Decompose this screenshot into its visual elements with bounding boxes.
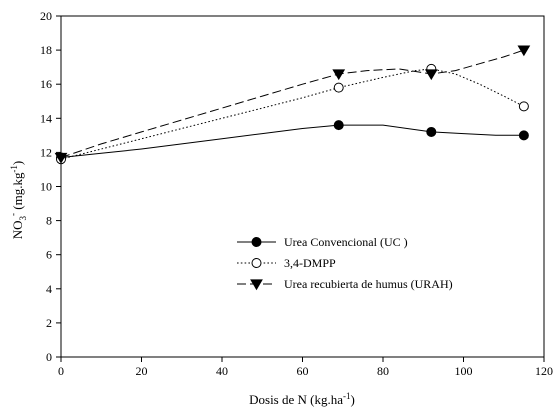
y-tick-label: 6 xyxy=(46,248,52,262)
data-point-series-3 xyxy=(54,152,68,164)
data-point-series-2 xyxy=(518,101,529,112)
y-tick-label: 4 xyxy=(46,282,52,296)
legend-marker-1 xyxy=(251,237,262,247)
x-tick-label: 80 xyxy=(377,364,389,378)
data-point-series-1 xyxy=(518,130,529,141)
x-tick-label: 120 xyxy=(535,364,553,378)
y-tick-label: 8 xyxy=(46,214,52,228)
series-line-2 xyxy=(60,68,525,160)
data-point-series-3 xyxy=(424,69,438,81)
y-tick-label: 20 xyxy=(40,9,52,23)
data-point-series-1 xyxy=(426,126,437,137)
axes: 0 20 40 60 80 100 120 0 2 4 6 8 10 12 14 16 18 20 xyxy=(40,9,553,378)
x-tick-label: 100 xyxy=(455,364,473,378)
y-tick-label: 2 xyxy=(46,316,52,330)
data-point-series-3 xyxy=(332,69,346,81)
y-tick-label: 16 xyxy=(40,77,52,91)
y-tick-label: 0 xyxy=(46,350,52,364)
data-point-series-3 xyxy=(517,45,531,57)
x-tick-label: 20 xyxy=(136,364,148,378)
legend-label-1: Urea Convencional (UC ) xyxy=(284,235,408,249)
data-point-series-1 xyxy=(333,120,344,131)
series-layer xyxy=(54,45,531,165)
x-tick-label: 60 xyxy=(297,364,309,378)
y-tick-label: 10 xyxy=(40,180,52,194)
series-line-1 xyxy=(60,124,524,158)
series-line-3 xyxy=(60,49,525,158)
data-point-series-2 xyxy=(333,82,344,93)
legend-marker-2 xyxy=(251,258,262,268)
y-tick-label: 14 xyxy=(40,111,52,125)
plot-frame xyxy=(60,15,545,358)
x-tick-label: 0 xyxy=(58,364,64,378)
legend-label-3: Urea recubierta de humus (URAH) xyxy=(284,277,453,291)
legend-marker-3 xyxy=(250,279,263,291)
x-tick-label: 40 xyxy=(216,364,228,378)
y-axis-title: NO3- (mg.kg-1) xyxy=(8,161,28,240)
y-tick-label: 12 xyxy=(40,145,52,159)
legend-label-2: 3,4-DMPP xyxy=(284,256,336,270)
y-tick-label: 18 xyxy=(40,43,52,57)
x-axis-title: Dosis de N (kg.ha-1) xyxy=(249,391,355,407)
legend: Urea Convencional (UC ) 3,4-DMPP Urea recu… xyxy=(237,235,453,291)
